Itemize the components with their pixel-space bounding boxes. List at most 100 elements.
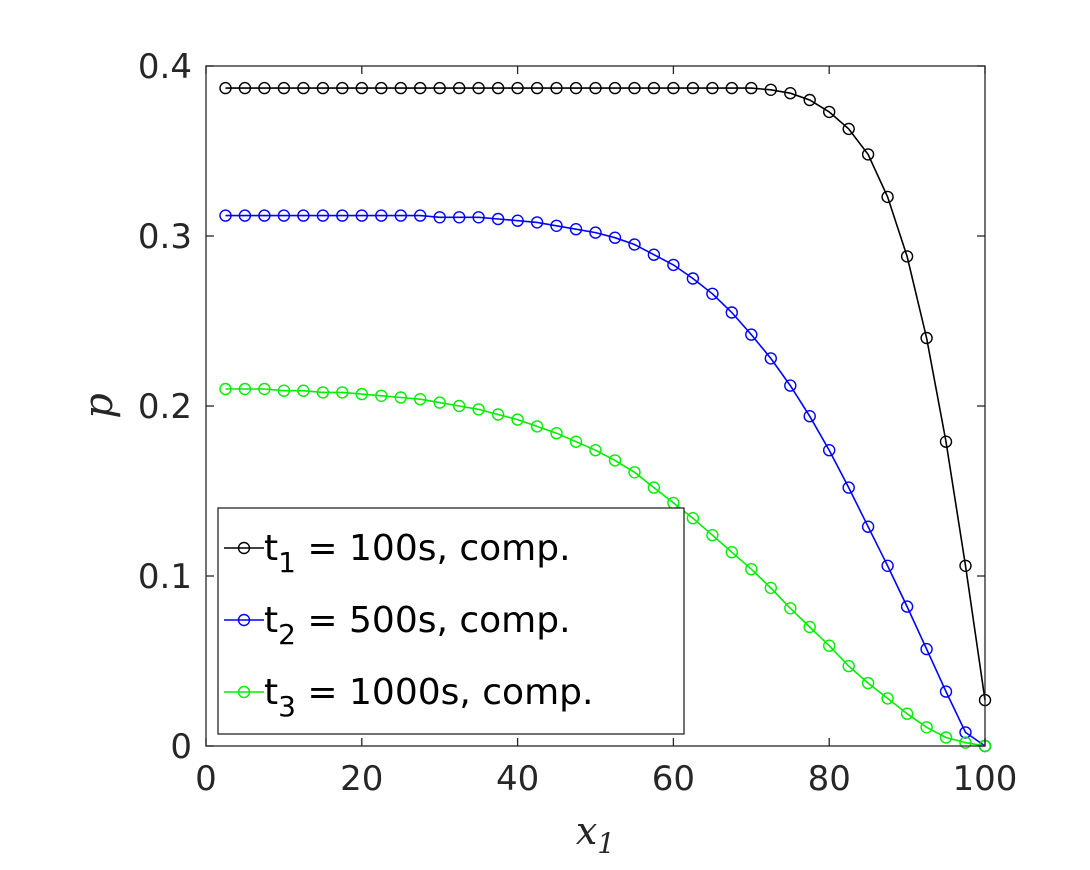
data-point (491, 408, 505, 421)
data-point (238, 209, 252, 222)
data-point (472, 81, 485, 95)
data-point (316, 81, 330, 95)
y-tick-label: 0.2 (138, 387, 192, 427)
data-point (861, 520, 875, 533)
data-point (336, 209, 349, 222)
data-point (745, 328, 758, 341)
series-2 (219, 209, 992, 753)
data-point (297, 384, 310, 397)
x-tick-label: 0 (195, 759, 217, 799)
legend-label: t1 = 100s, comp. (264, 528, 571, 579)
data-point (375, 81, 388, 95)
data-point (803, 93, 816, 107)
data-point (647, 481, 661, 494)
data-point (355, 209, 368, 222)
data-point (433, 396, 446, 409)
data-point (219, 81, 232, 95)
legend-label: t3 = 1000s, comp. (264, 672, 593, 723)
data-point (238, 81, 252, 95)
data-point (550, 219, 563, 233)
data-point (569, 435, 583, 448)
data-point (414, 81, 427, 95)
y-axis-label: p (76, 393, 122, 419)
data-point (530, 81, 544, 95)
data-point (803, 410, 816, 423)
data-point (745, 81, 758, 95)
data-point (881, 692, 894, 705)
data-point (394, 209, 407, 222)
data-point (472, 403, 485, 416)
data-point (219, 382, 232, 396)
legend-item-1: t1 = 100s, comp. (224, 528, 571, 579)
data-point (900, 600, 914, 613)
ticks-layer: 0 20 40 60 80 100 0 0.1 0.2 0.3 0.4 (138, 47, 1018, 799)
data-point (238, 382, 252, 396)
data-point (725, 81, 738, 95)
data-point (920, 642, 933, 656)
data-point (355, 387, 368, 401)
data-point (316, 209, 330, 222)
data-point (823, 105, 836, 119)
data-point (316, 386, 330, 399)
y-tick-label: 0 (170, 727, 192, 767)
x-tick-label: 80 (808, 759, 851, 799)
data-point (784, 379, 797, 392)
data-point (706, 287, 719, 300)
legend-marker (237, 541, 251, 555)
data-point (842, 481, 855, 494)
x-tick-label: 20 (340, 759, 383, 799)
data-point (375, 389, 388, 402)
series-3 (219, 382, 992, 753)
data-point (861, 676, 875, 690)
data-point (842, 122, 855, 136)
data-point (647, 81, 661, 95)
data-point (491, 81, 505, 95)
data-point (881, 559, 894, 572)
data-point (959, 736, 972, 749)
data-point (355, 81, 368, 95)
data-point (336, 386, 349, 399)
data-point (647, 248, 661, 261)
data-point (725, 546, 738, 559)
data-point (939, 685, 953, 698)
data-point (842, 659, 855, 673)
data-point (530, 216, 544, 229)
data-point (706, 81, 719, 95)
legend-item-2: t2 = 500s, comp. (224, 600, 571, 651)
series-line (225, 87, 986, 701)
legend-marker (237, 685, 251, 699)
x-tick-label: 60 (652, 759, 695, 799)
y-tick-label: 0.1 (138, 557, 192, 597)
data-point (550, 427, 563, 440)
x-axis-label-sub: 1 (597, 827, 615, 860)
legend-marker (237, 613, 251, 627)
data-point (414, 393, 427, 406)
data-point (764, 581, 777, 595)
data-point (628, 81, 641, 95)
data-point (959, 726, 972, 739)
data-point (764, 83, 777, 97)
data-point (861, 148, 875, 161)
data-point (433, 211, 446, 224)
legend: t1 = 100s, comp. t2 = 500s, comp. t3 = 100… (217, 507, 685, 735)
data-point (706, 529, 719, 542)
data-point (900, 707, 914, 720)
data-point (472, 211, 485, 224)
data-point (491, 212, 505, 226)
data-point (569, 81, 583, 95)
legend-label: t2 = 500s, comp. (264, 600, 571, 651)
data-point (394, 81, 407, 95)
data-point (823, 444, 836, 457)
data-point (628, 238, 641, 251)
legend-box (217, 507, 685, 735)
series-line (225, 388, 986, 747)
data-point (550, 81, 563, 95)
data-point (939, 731, 953, 744)
data-point (939, 435, 953, 448)
data-point (803, 620, 816, 634)
data-point (511, 413, 524, 426)
data-point (667, 81, 680, 95)
data-point (784, 602, 797, 615)
data-point (511, 214, 524, 227)
